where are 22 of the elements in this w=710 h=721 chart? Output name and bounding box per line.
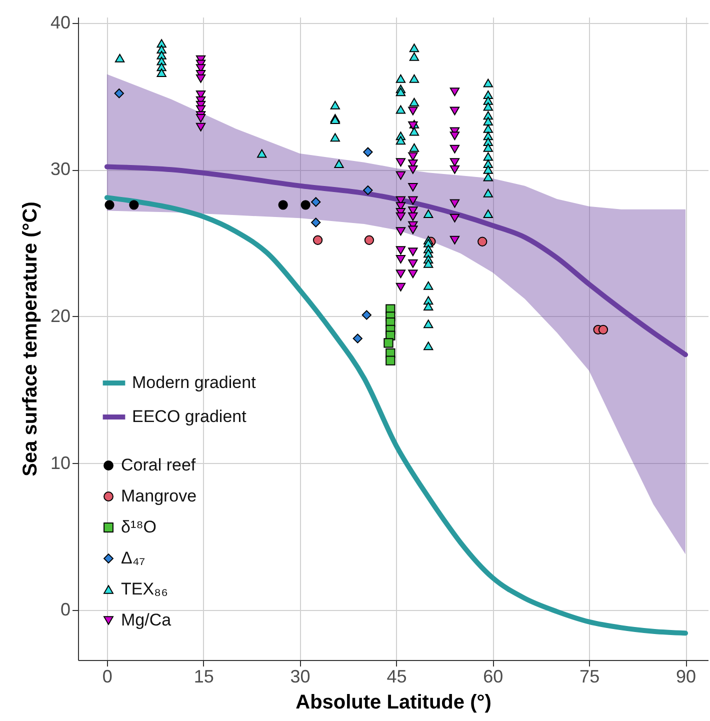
- x-tick-label: 30: [290, 666, 310, 686]
- legend-label: Coral reef: [121, 456, 196, 474]
- y-axis-title: Sea surface temperature (°C): [19, 202, 42, 476]
- y-tick-label: 0: [60, 600, 70, 620]
- x-tick-label: 0: [102, 666, 112, 686]
- legend-label: EECO gradient: [132, 407, 247, 426]
- y-tick-label: 10: [50, 452, 70, 473]
- y-tick-label: 20: [50, 306, 70, 326]
- legend-label: δ¹⁸O: [121, 518, 157, 536]
- x-tick-label: 60: [483, 666, 504, 686]
- legend-label: Modern gradient: [132, 373, 256, 392]
- legend-label: Mangrove: [121, 486, 197, 506]
- legend-label: Δ₄₇: [121, 548, 146, 568]
- legend-label: Mg/Ca: [121, 610, 172, 630]
- x-tick-label: 15: [194, 666, 214, 686]
- x-tick-label: 45: [386, 666, 407, 686]
- y-tick-label: 40: [50, 12, 70, 32]
- x-tick-label: 90: [676, 666, 696, 686]
- legend-label: TEX₈₆: [121, 580, 168, 598]
- x-axis-title: Absolute Latitude (°): [296, 692, 492, 714]
- y-tick-label: 30: [50, 159, 70, 180]
- x-tick-label: 75: [580, 666, 600, 686]
